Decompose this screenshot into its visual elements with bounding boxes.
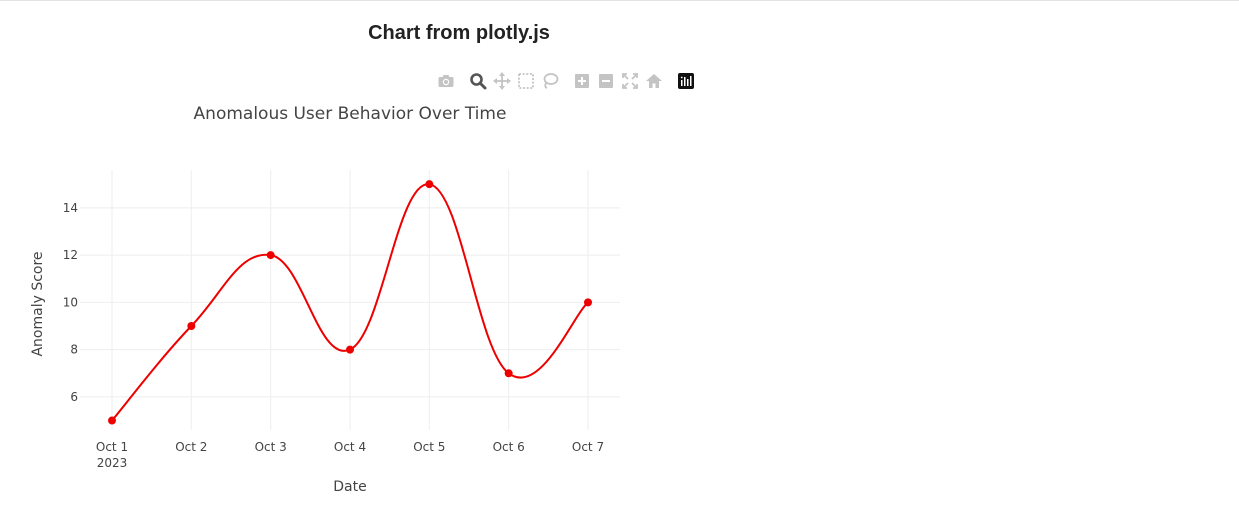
page-title: Chart from plotly.js	[368, 22, 550, 44]
y-axis-ticks: 6 8 10 12 14	[63, 201, 78, 404]
y-tick-label: 10	[63, 295, 78, 309]
pan-icon[interactable]	[492, 71, 512, 91]
y-tick-label: 14	[63, 201, 78, 215]
y-tick-label: 6	[70, 390, 78, 404]
plotly-logo-icon[interactable]	[676, 71, 696, 91]
x-tick-label: Oct 2	[175, 440, 207, 454]
data-point[interactable]	[266, 251, 275, 260]
x-tick-label: Oct 7	[572, 440, 604, 454]
x-tick-year-label: 2023	[97, 456, 128, 470]
data-markers	[108, 180, 592, 425]
x-tick-label: Oct 4	[334, 440, 366, 454]
lasso-select-icon[interactable]	[540, 71, 560, 91]
x-tick-label: Oct 6	[493, 440, 525, 454]
autoscale-icon[interactable]	[620, 71, 640, 91]
box-select-icon[interactable]	[516, 71, 536, 91]
data-point[interactable]	[504, 369, 513, 378]
chart-title: Anomalous User Behavior Over Time	[194, 104, 507, 124]
zoom-icon[interactable]	[468, 71, 488, 91]
x-tick-label: Oct 3	[255, 440, 287, 454]
x-tick-label: Oct 1	[96, 440, 128, 454]
y-tick-label: 12	[63, 248, 78, 262]
gridlines	[80, 170, 620, 430]
top-divider	[0, 0, 1239, 1]
y-tick-label: 8	[70, 343, 78, 357]
zoom-out-icon[interactable]	[596, 71, 616, 91]
data-point[interactable]	[584, 298, 592, 307]
zoom-in-icon[interactable]	[572, 71, 592, 91]
y-axis-title: Anomaly Score	[30, 251, 46, 356]
x-axis-title: Date	[333, 479, 366, 495]
data-point[interactable]	[346, 345, 354, 354]
x-tick-label: Oct 5	[413, 440, 445, 454]
reset-axes-icon[interactable]	[644, 71, 664, 91]
camera-icon[interactable]	[436, 71, 456, 91]
data-point[interactable]	[187, 322, 196, 330]
data-point[interactable]	[108, 416, 116, 425]
line-chart: Anomalous User Behavior Over Time 6 8 10 12…	[30, 104, 620, 495]
data-point[interactable]	[425, 180, 434, 189]
x-axis-ticks: Oct 1 Oct 2 Oct 3 Oct 4 Oct 5 Oct 6 Oct 7 2023	[96, 440, 604, 470]
